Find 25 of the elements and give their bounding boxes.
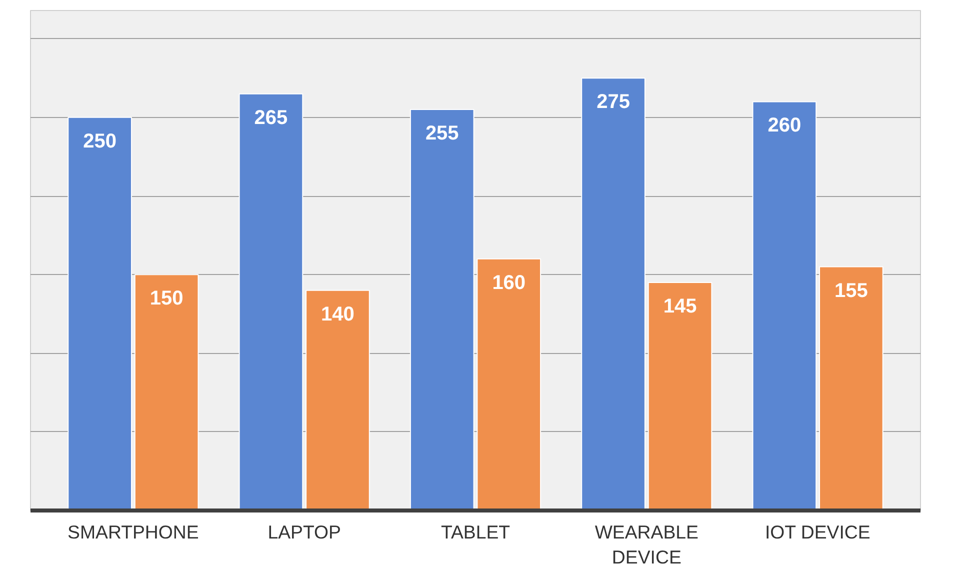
bar <box>306 290 370 510</box>
data-label: 265 <box>254 106 288 129</box>
data-label: 275 <box>596 91 630 114</box>
bar <box>476 258 542 510</box>
data-label: 150 <box>150 288 184 310</box>
x-tick-label: IOT DEVICE <box>764 522 870 542</box>
x-tick-label: TABLET <box>440 522 510 542</box>
data-label: 255 <box>425 122 459 145</box>
bar <box>581 78 646 510</box>
data-label: 260 <box>768 114 802 137</box>
data-label: 145 <box>663 296 697 318</box>
bar <box>410 109 474 510</box>
data-label: 160 <box>492 272 526 294</box>
bar <box>134 274 199 510</box>
x-tick-label: WEARABLE DEVICE <box>594 522 699 568</box>
bar <box>819 266 884 510</box>
bar <box>238 93 304 510</box>
x-tick-label: LAPTOP <box>268 522 341 542</box>
data-label: 250 <box>83 130 117 152</box>
data-label: 140 <box>321 303 354 326</box>
bar <box>752 101 817 510</box>
data-label: 155 <box>834 280 868 302</box>
x-tick-label: SMARTPHONE <box>68 522 199 542</box>
bar <box>68 116 132 510</box>
bar <box>648 282 712 510</box>
